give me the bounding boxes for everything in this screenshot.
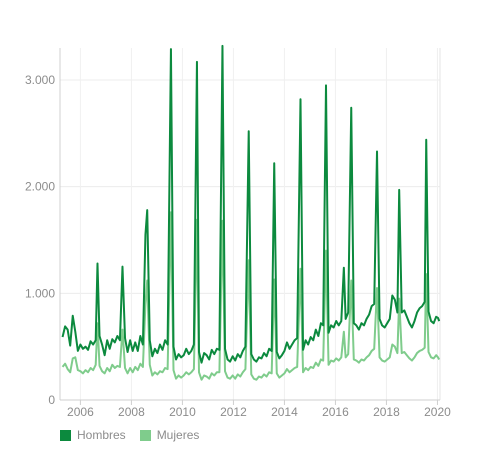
y-tick-labels: 0 1.000 2.000 3.000: [25, 73, 55, 407]
x-tick-label-7: 2020: [424, 405, 451, 419]
axes: [59, 48, 441, 405]
x-tick-label-1: 2008: [118, 405, 145, 419]
legend-label-mujeres: Mujeres: [156, 428, 200, 442]
legend-label-hombres: Hombres: [77, 428, 126, 442]
legend-swatch-hombres: [60, 429, 71, 441]
legend-swatch-mujeres: [139, 429, 151, 441]
x-tick-label-2: 2010: [169, 405, 196, 419]
y-tick-label-0: 0: [48, 393, 55, 407]
x-tick-label-4: 2014: [271, 405, 298, 419]
x-tick-label-6: 2018: [373, 405, 400, 419]
y-tick-label-3: 3.000: [25, 73, 55, 87]
x-tick-labels: 2006 2008 2010 2012 2014 2016 2018 2020: [67, 405, 451, 419]
series-line-mujeres: [61, 211, 441, 381]
x-tick-label-3: 2012: [220, 405, 247, 419]
legend: Hombres Mujeres: [60, 428, 199, 442]
series-lines: [61, 44, 441, 381]
legend-item-mujeres[interactable]: Mujeres: [139, 428, 200, 442]
y-tick-label-2: 2.000: [25, 180, 55, 194]
y-tick-label-1: 1.000: [25, 286, 55, 300]
x-tick-label-5: 2016: [322, 405, 349, 419]
grid: [60, 48, 440, 400]
x-tick-label-0: 2006: [67, 405, 94, 419]
legend-item-hombres[interactable]: Hombres: [60, 428, 126, 442]
series-line-hombres: [61, 44, 441, 364]
